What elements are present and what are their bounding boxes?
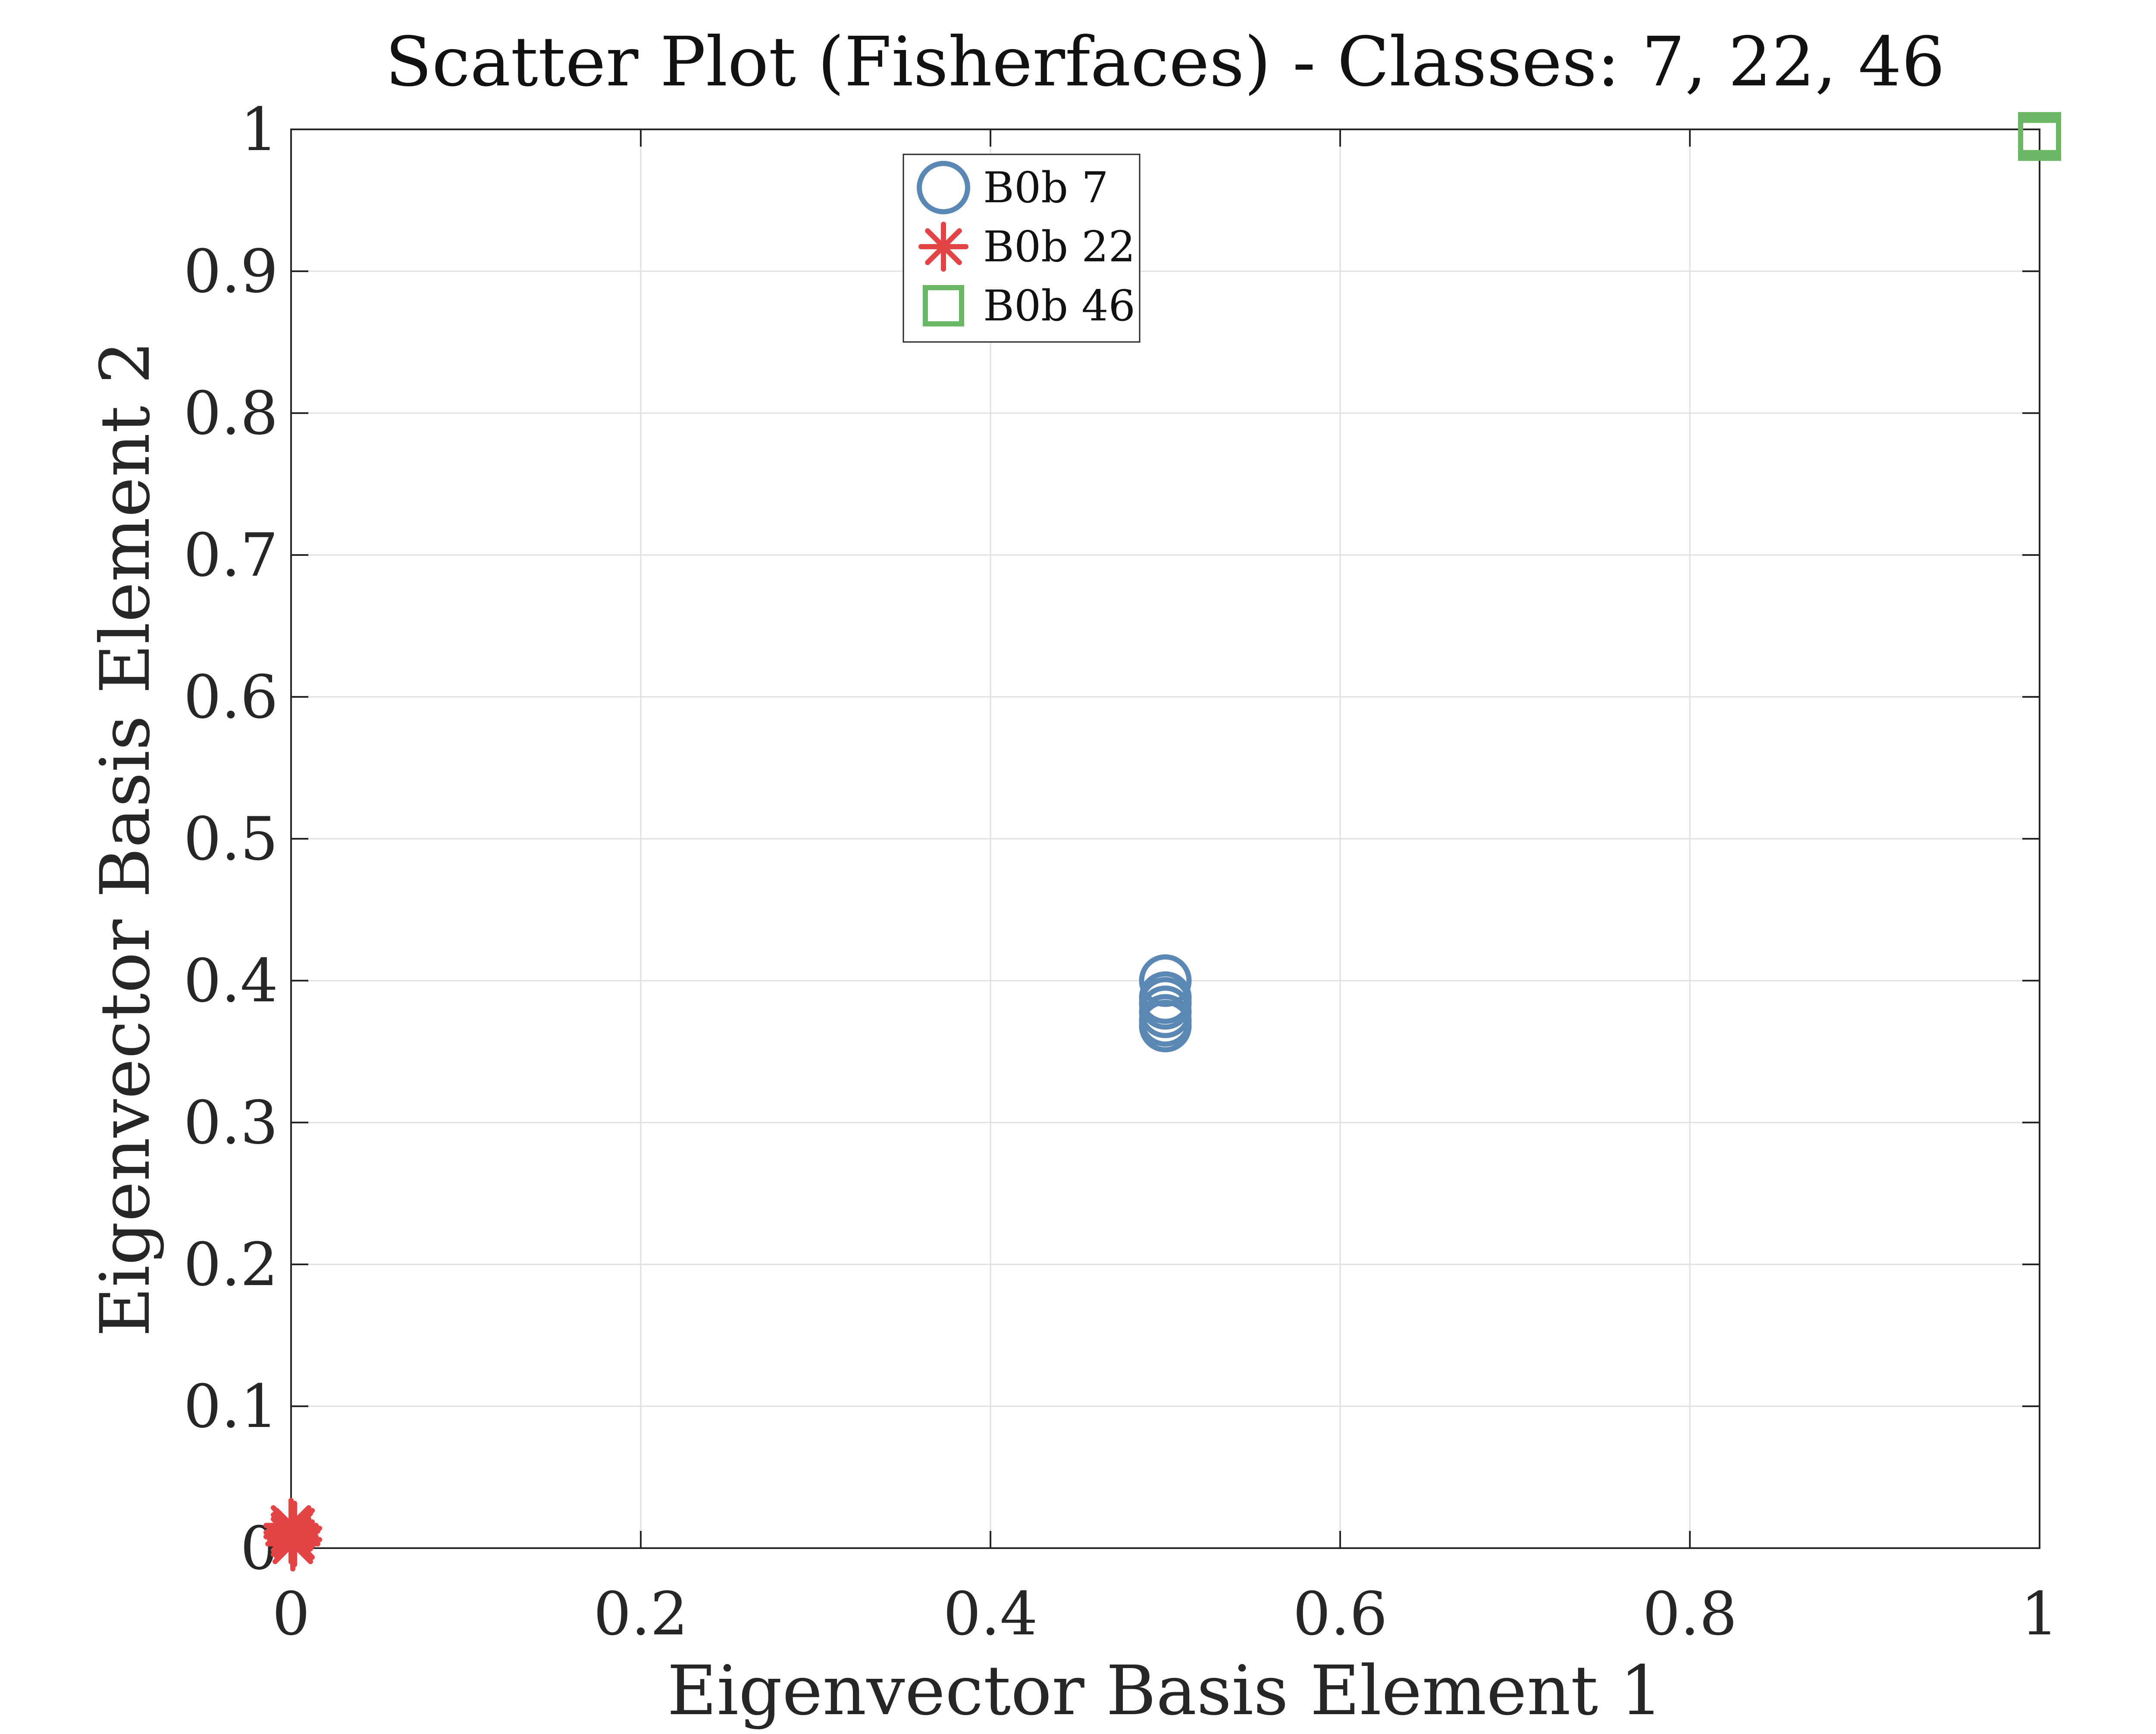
grid-lines <box>290 129 2040 1549</box>
y-axis-label: Eigenvector Basis Element 2 <box>86 341 165 1337</box>
y-tick-label: 0.3 <box>184 1088 278 1157</box>
legend-label: B0b 46 <box>983 282 1135 331</box>
x-tick-label: 0.4 <box>943 1579 1037 1649</box>
x-tick-label: 0.2 <box>593 1579 688 1649</box>
x-tick-label: 1 <box>2021 1579 2059 1649</box>
data-point <box>2018 118 2061 161</box>
data-points <box>263 112 2061 1572</box>
y-tick-label: 0.7 <box>184 521 278 590</box>
y-tick-labels: 00.10.20.30.40.50.60.70.80.91 <box>184 95 278 1583</box>
data-point <box>267 1500 323 1556</box>
legend-label: B0b 22 <box>983 223 1135 272</box>
y-tick-label: 0.6 <box>184 662 278 732</box>
legend-label: B0b 7 <box>983 163 1109 213</box>
chart-title: Scatter Plot (Fisherfaces) - Classes: 7,… <box>385 22 1945 102</box>
y-tick-label: 1 <box>240 95 278 164</box>
y-tick-label: 0.8 <box>184 379 278 448</box>
y-tick-label: 0.2 <box>184 1230 278 1299</box>
x-tick-label: 0 <box>272 1579 310 1649</box>
legend-items: B0b 7 B0b 22 B0b 46 <box>917 161 1135 331</box>
legend-marker <box>918 222 968 272</box>
x-axis-label: Eigenvector Basis Element 1 <box>667 1651 1663 1731</box>
y-tick-label: 0.5 <box>184 804 278 874</box>
legend-marker <box>923 285 964 326</box>
y-tick-label: 0.1 <box>184 1372 278 1441</box>
legend-marker <box>917 161 970 214</box>
y-tick-label: 0.9 <box>184 237 278 306</box>
x-tick-label: 0.8 <box>1642 1579 1737 1649</box>
x-tick-labels: 0 0.2 0.4 0.6 0.8 1 <box>272 1579 2059 1649</box>
y-tick-label: 0.4 <box>184 946 278 1016</box>
legend: B0b 7 B0b 22 B0b 46 <box>903 154 1141 343</box>
data-point <box>1139 1000 1192 1053</box>
x-tick-label: 0.6 <box>1293 1579 1387 1649</box>
